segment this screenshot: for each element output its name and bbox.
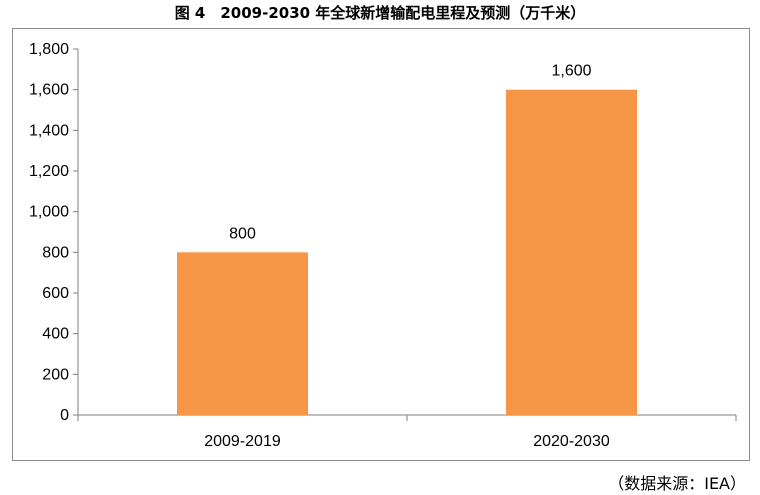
labels: 800 2009-2019 1,600 2020-2030 [204, 63, 610, 450]
x-tick-label: 2009-2019 [204, 433, 281, 450]
source-note: （数据来源：IEA） [608, 474, 746, 493]
y-tick-label: 600 [42, 285, 69, 302]
y-tick-label: 800 [42, 244, 69, 261]
y-tick-label: 0 [60, 407, 69, 424]
y-tick-label: 1,800 [29, 41, 69, 58]
chart-title: 图 4 2009-2030 年全球新增输配电里程及预测（万千米） [174, 4, 586, 22]
bar [177, 252, 308, 415]
y-tick-label: 1,000 [29, 204, 69, 221]
y-tick-label: 1,400 [29, 122, 69, 139]
data-label: 1,600 [551, 63, 591, 80]
y-tick-label: 1,600 [29, 82, 69, 99]
chart-frame [12, 28, 750, 461]
axes: 0 200 400 600 800 1,000 1,200 1,400 1,600 1,800 [29, 41, 737, 424]
y-tick-label: 1,200 [29, 163, 69, 180]
bars [177, 89, 637, 416]
bar [506, 89, 637, 416]
y-tick-label: 200 [42, 366, 69, 383]
x-tick-label: 2020-2030 [533, 433, 610, 450]
data-label: 800 [229, 225, 256, 242]
y-tick-label: 400 [42, 326, 69, 343]
